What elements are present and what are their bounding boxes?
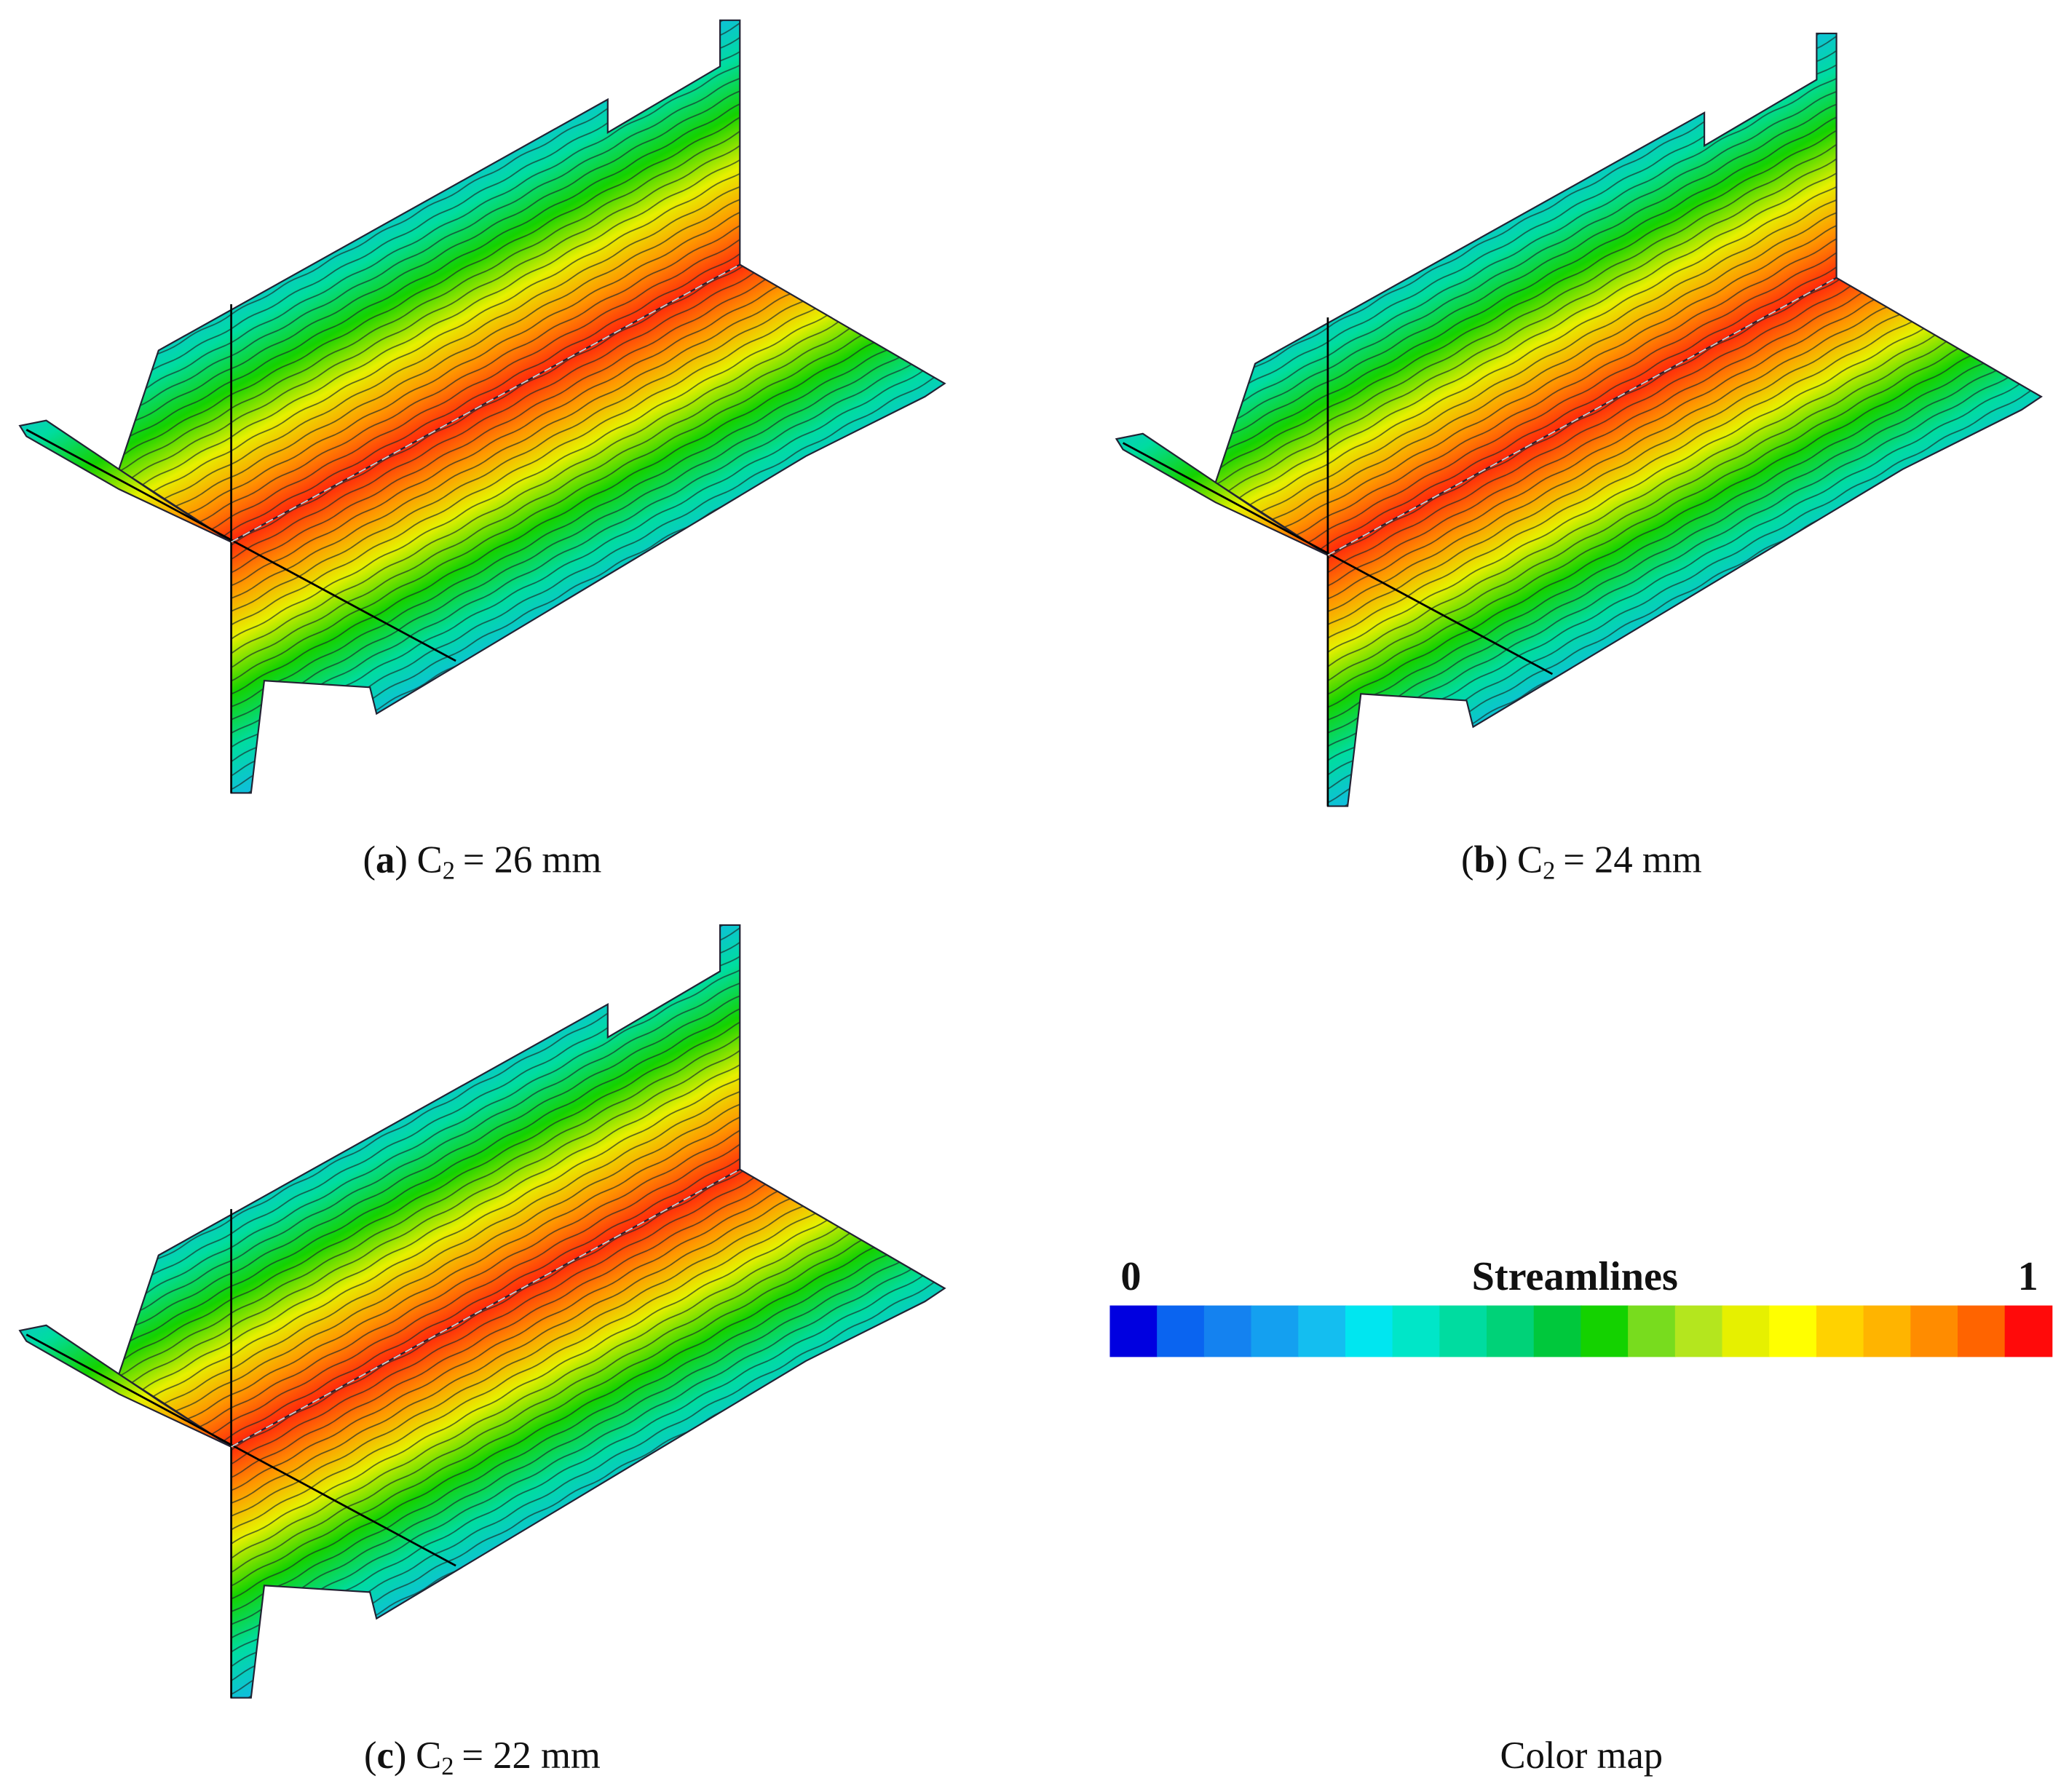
colorbar-swatch xyxy=(1581,1305,1629,1357)
colorbar-swatch xyxy=(1203,1305,1252,1357)
colorbar-max: 1 xyxy=(2018,1254,2038,1299)
colorbar-swatch xyxy=(1816,1305,1864,1357)
colorbar-swatch xyxy=(1345,1305,1393,1357)
colorbar-swatch xyxy=(1910,1305,1958,1357)
colorbar-swatch xyxy=(1628,1305,1676,1357)
caption-b: (b) C2 = 24 mm xyxy=(1461,838,1702,884)
caption-a: (a) C2 = 26 mm xyxy=(363,838,602,884)
caption-c: (c) C2 = 22 mm xyxy=(364,1734,601,1780)
colorbar-swatch xyxy=(1298,1305,1346,1357)
model-b xyxy=(1115,32,2043,807)
colorbar-swatch xyxy=(1109,1305,1158,1357)
colorbar-swatch xyxy=(1533,1305,1582,1357)
colorbar-swatch xyxy=(1722,1305,1771,1357)
colorbar-swatch xyxy=(1157,1305,1205,1357)
colorbar-caption: Color map xyxy=(1500,1734,1663,1777)
colorbar-swatch xyxy=(2004,1305,2053,1357)
colorbar-swatch xyxy=(1674,1305,1723,1357)
colorbar xyxy=(1109,1305,2053,1357)
colorbar-swatch xyxy=(1392,1305,1441,1357)
colorbar-swatch xyxy=(1251,1305,1299,1357)
colorbar-swatch xyxy=(1769,1305,1817,1357)
model-a xyxy=(18,19,946,794)
colorbar-title: Streamlines xyxy=(1472,1254,1678,1299)
model-c xyxy=(18,924,946,1699)
colorbar-swatch xyxy=(1863,1305,1912,1357)
colorbar-swatch xyxy=(1439,1305,1487,1357)
colorbar-swatch xyxy=(1958,1305,2006,1357)
colorbar-swatch xyxy=(1487,1305,1535,1357)
colorbar-min: 0 xyxy=(1120,1254,1141,1299)
